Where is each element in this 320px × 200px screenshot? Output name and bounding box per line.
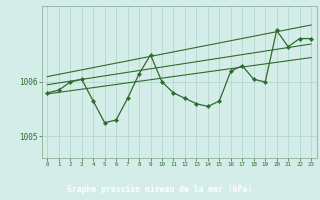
- Text: Graphe pression niveau de la mer (hPa): Graphe pression niveau de la mer (hPa): [68, 185, 252, 194]
